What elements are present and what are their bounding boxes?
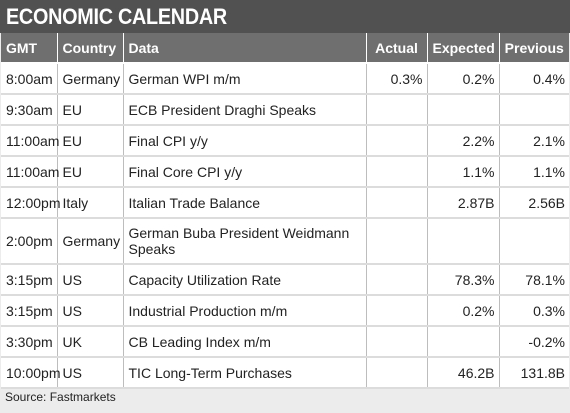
- cell-gmt: 11:00am: [1, 156, 59, 188]
- cell-data: Industrial Production m/m: [123, 295, 367, 327]
- cell-actual: [366, 187, 428, 219]
- cell-previous: [499, 94, 569, 126]
- cell-previous: 0.3%: [499, 295, 569, 327]
- cell-data: German WPI m/m: [123, 63, 367, 95]
- cell-data: Capacity Utilization Rate: [123, 264, 367, 296]
- cell-country: Italy: [57, 187, 124, 219]
- cell-data: ECB President Draghi Speaks: [123, 94, 367, 126]
- cell-gmt: 8:00am: [1, 63, 58, 95]
- cell-gmt: 3:30pm: [1, 326, 58, 358]
- cell-data: CB Leading Index m/m: [123, 326, 367, 358]
- cell-previous: 2.1%: [499, 125, 569, 157]
- cell-expected: [427, 94, 500, 126]
- cell-actual: [366, 125, 428, 157]
- table-row: 3:15pm US Industrial Production m/m 0.2%…: [1, 295, 569, 327]
- column-header-country: Country: [57, 33, 124, 64]
- cell-gmt: 10:00pm: [1, 357, 60, 389]
- title-bar: ECONOMIC CALENDAR: [0, 0, 570, 33]
- table-header-row: GMT Country Data Actual Expected Previou…: [1, 33, 569, 64]
- cell-actual: [366, 357, 428, 389]
- cell-gmt: 3:15pm: [1, 295, 58, 327]
- cell-actual: [366, 264, 428, 296]
- cell-country: Germany: [57, 63, 124, 95]
- calendar-title: ECONOMIC CALENDAR: [6, 4, 227, 29]
- column-header-data: Data: [123, 33, 367, 64]
- cell-previous: -0.2%: [499, 326, 569, 358]
- cell-country: US: [57, 264, 124, 296]
- column-header-previous: Previous: [499, 33, 569, 64]
- cell-expected: 0.2%: [427, 63, 500, 95]
- column-header-actual: Actual: [366, 33, 428, 64]
- cell-expected: 2.87B: [427, 187, 500, 219]
- cell-country: US: [57, 357, 124, 389]
- cell-expected: 0.2%: [427, 295, 500, 327]
- cell-data: German Buba President Weidmann Speaks: [123, 218, 367, 265]
- cell-gmt: 12:00pm: [1, 187, 60, 219]
- cell-data: TIC Long-Term Purchases: [123, 357, 367, 389]
- cell-previous: [499, 218, 569, 265]
- cell-data: Italian Trade Balance: [123, 187, 367, 219]
- table-row: 11:00am EU Final CPI y/y 2.2% 2.1%: [1, 125, 569, 157]
- cell-previous: 1.1%: [499, 156, 569, 188]
- table-row: 11:00am EU Final Core CPI y/y 1.1% 1.1%: [1, 156, 569, 188]
- cell-actual: [366, 218, 428, 265]
- table-row: 9:30am EU ECB President Draghi Speaks: [1, 94, 569, 126]
- cell-previous: 78.1%: [499, 264, 569, 296]
- cell-country: Germany: [57, 218, 124, 265]
- cell-country: UK: [57, 326, 124, 358]
- cell-expected: [427, 326, 500, 358]
- cell-previous: 131.8B: [499, 357, 569, 389]
- cell-gmt: 3:15pm: [1, 264, 58, 296]
- cell-actual: [366, 295, 428, 327]
- column-header-gmt: GMT: [1, 33, 58, 64]
- table-row: 2:00pm Germany German Buba President Wei…: [1, 218, 569, 265]
- cell-expected: 2.2%: [427, 125, 500, 157]
- table-row: 3:30pm UK CB Leading Index m/m -0.2%: [1, 326, 569, 358]
- cell-actual: [366, 156, 428, 188]
- cell-country: EU: [57, 125, 124, 157]
- table-row: 12:00pm Italy Italian Trade Balance 2.87…: [1, 187, 569, 219]
- table-row: 10:00pm US TIC Long-Term Purchases 46.2B…: [1, 357, 569, 389]
- cell-expected: [427, 218, 500, 265]
- cell-data: Final Core CPI y/y: [123, 156, 367, 188]
- cell-previous: 0.4%: [499, 63, 569, 95]
- table-row: 8:00am Germany German WPI m/m 0.3% 0.2% …: [1, 63, 569, 95]
- column-header-expected: Expected: [427, 33, 500, 64]
- cell-country: EU: [57, 94, 124, 126]
- source-note: Source: Fastmarkets: [5, 390, 116, 404]
- cell-data: Final CPI y/y: [123, 125, 367, 157]
- economic-calendar-table: GMT Country Data Actual Expected Previou…: [1, 33, 569, 389]
- cell-gmt: 11:00am: [1, 125, 59, 157]
- cell-expected: 46.2B: [427, 357, 500, 389]
- cell-actual: 0.3%: [366, 63, 428, 95]
- cell-expected: 1.1%: [427, 156, 500, 188]
- cell-country: US: [57, 295, 124, 327]
- cell-country: EU: [57, 156, 124, 188]
- table-row: 3:15pm US Capacity Utilization Rate 78.3…: [1, 264, 569, 296]
- cell-expected: 78.3%: [427, 264, 500, 296]
- cell-gmt: 9:30am: [1, 94, 58, 126]
- cell-actual: [366, 326, 428, 358]
- cell-gmt: 2:00pm: [1, 218, 58, 265]
- cell-actual: [366, 94, 428, 126]
- cell-previous: 2.56B: [499, 187, 569, 219]
